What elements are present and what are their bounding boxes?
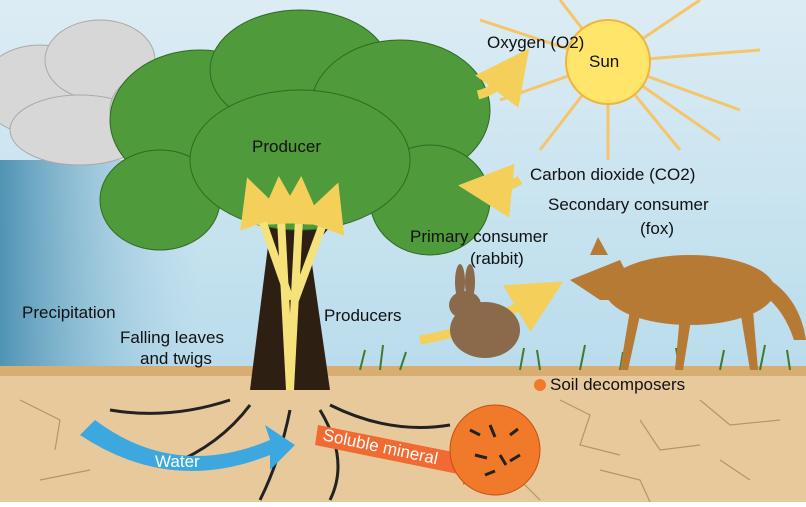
page: Oxygen (O2) Sun Producer Carbon dioxide … (0, 0, 806, 502)
soil-decomposers-label: Soil decomposers (550, 375, 685, 394)
sun-label: Sun (589, 52, 619, 71)
producers-label: Producers (324, 306, 401, 325)
primary-consumer-label: Primary consumer (410, 227, 548, 246)
producer-label: Producer (252, 137, 321, 156)
rabbit-label: (rabbit) (470, 249, 524, 268)
twigs-label: and twigs (140, 349, 212, 368)
secondary-consumer-label: Secondary consumer (548, 195, 709, 214)
falling-leaves-label: Falling leaves (120, 328, 224, 347)
ecosystem-diagram: Oxygen (O2) Sun Producer Carbon dioxide … (0, 0, 806, 502)
oxygen-label: Oxygen (O2) (487, 33, 584, 52)
precipitation-label: Precipitation (22, 303, 116, 322)
carbon-dioxide-label: Carbon dioxide (CO2) (530, 165, 695, 184)
fox-label: (fox) (640, 219, 674, 238)
water-label: Water (155, 452, 200, 471)
